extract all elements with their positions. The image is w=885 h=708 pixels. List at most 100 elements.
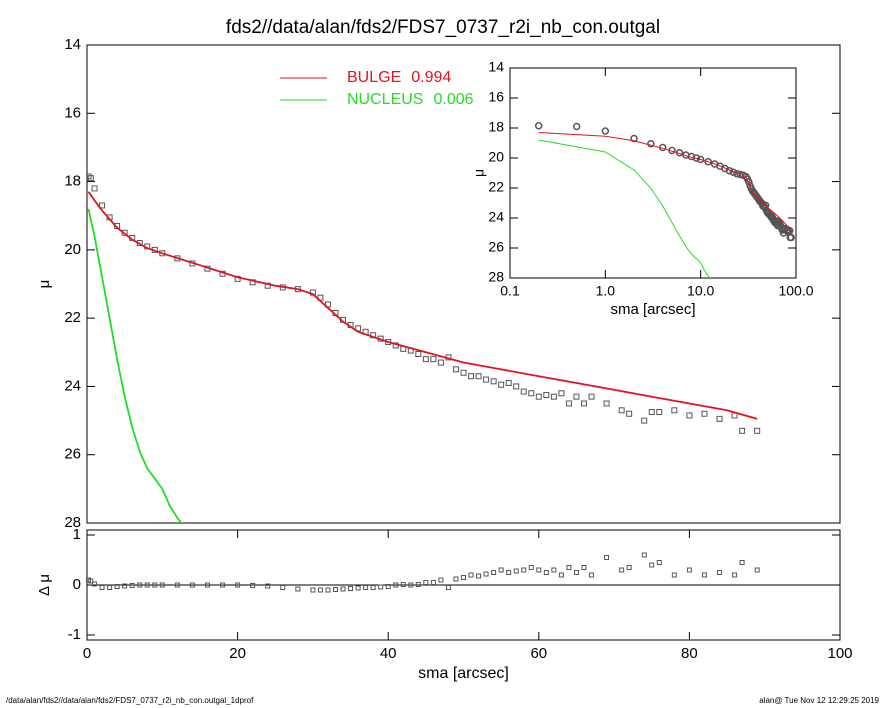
residual-point [189,582,195,588]
data-point [647,140,655,148]
residual-point [310,587,316,593]
data-point [430,356,437,363]
data-point [671,407,678,414]
y-tick-label: 18 [488,119,504,135]
y-axis-label: μ [471,169,487,177]
residual-point [701,572,707,578]
residual-point [649,562,655,568]
data-point [558,390,565,397]
residual-point [114,584,120,589]
data-point [739,427,746,434]
residual-point [528,565,534,570]
data-point [787,233,795,242]
residual-point [295,586,301,592]
x-tick-label: 20 [229,645,246,662]
residual-point [144,582,150,588]
data-point [528,390,535,397]
residual-point [430,580,436,585]
plot-frame [86,44,841,524]
x-tick-label: 10.0 [687,283,714,299]
data-point [468,373,475,380]
legend-fraction: 0.006 [433,91,473,108]
y-tick-label: 20 [488,149,504,165]
data-point [475,373,482,380]
y-axis-label: Δ μ [36,574,53,596]
y-tick-label: 28 [64,514,81,531]
data-point [786,227,794,235]
y-tick-label: 24 [64,377,81,394]
data-point [550,393,557,400]
residual-point [107,585,113,590]
residual-point [604,555,610,560]
y-tick-label: 28 [488,269,504,285]
x-tick-label: 60 [530,645,547,662]
residual-point [732,572,738,578]
residual-point [265,583,271,589]
data-point [588,393,595,400]
y-tick-label: -1 [68,626,81,643]
inset-bg [510,68,796,278]
residual-point [393,582,399,588]
residual-point [355,585,361,591]
residual-point [423,580,429,585]
x-tick-label: 0.1 [500,283,520,299]
residual-point [566,565,572,570]
residual-point [506,570,512,575]
legend-label: NUCLEUS [347,91,423,108]
profile-line [87,208,183,523]
residual-point [498,567,504,573]
residual-point [558,572,564,578]
profile-line [538,132,792,233]
residual-point [88,578,94,584]
residual-point [220,582,226,588]
residual-point [250,583,256,588]
data-point [505,380,512,387]
data-point [565,400,572,407]
data-point [543,391,550,398]
x-tick-label: 100 [827,645,852,662]
footer-left: /data/alan/fds2//data/alan/fds2/FDS7_073… [6,696,254,705]
data-point [601,127,610,135]
data-point [535,393,542,400]
x-tick-label: 80 [681,645,698,662]
data-point [87,175,94,182]
residual-point [363,585,369,590]
residual-point [581,565,587,570]
residual-point [543,570,549,575]
residual-point [521,567,527,573]
x-tick-label: 100.0 [778,283,813,299]
data-point [745,178,753,186]
residual-point [619,567,625,573]
residual-point [159,582,165,588]
data-point [626,410,633,417]
y-tick-label: 26 [64,446,81,463]
plot-frame [509,67,797,279]
residual-point [551,567,557,573]
data-point [754,427,761,434]
residual-point [415,582,421,587]
y-tick-label: 22 [488,179,504,195]
x-axis-label: sma [arcsec] [610,301,695,318]
data-point [437,359,444,366]
y-tick-label: 14 [488,59,504,75]
residual-point [686,567,692,573]
residual-point [400,582,406,587]
data-point [483,376,490,383]
x-tick-label: 1.0 [596,283,616,299]
residual-point [461,575,466,580]
data-point [704,158,712,166]
y-tick-label: 0 [73,576,81,593]
data-point [729,168,738,176]
data-point [580,400,587,407]
residual-point [438,577,444,583]
data-point [513,383,520,390]
y-tick-label: 20 [64,241,81,258]
y-tick-label: 24 [488,209,504,225]
footer-right: alan@ Tue Nov 12 12:29:25 2019 [759,696,879,705]
data-point [641,417,648,424]
y-tick-label: 16 [488,89,504,105]
data-point [91,185,98,192]
residual-point [513,568,519,574]
data-point [696,155,705,164]
